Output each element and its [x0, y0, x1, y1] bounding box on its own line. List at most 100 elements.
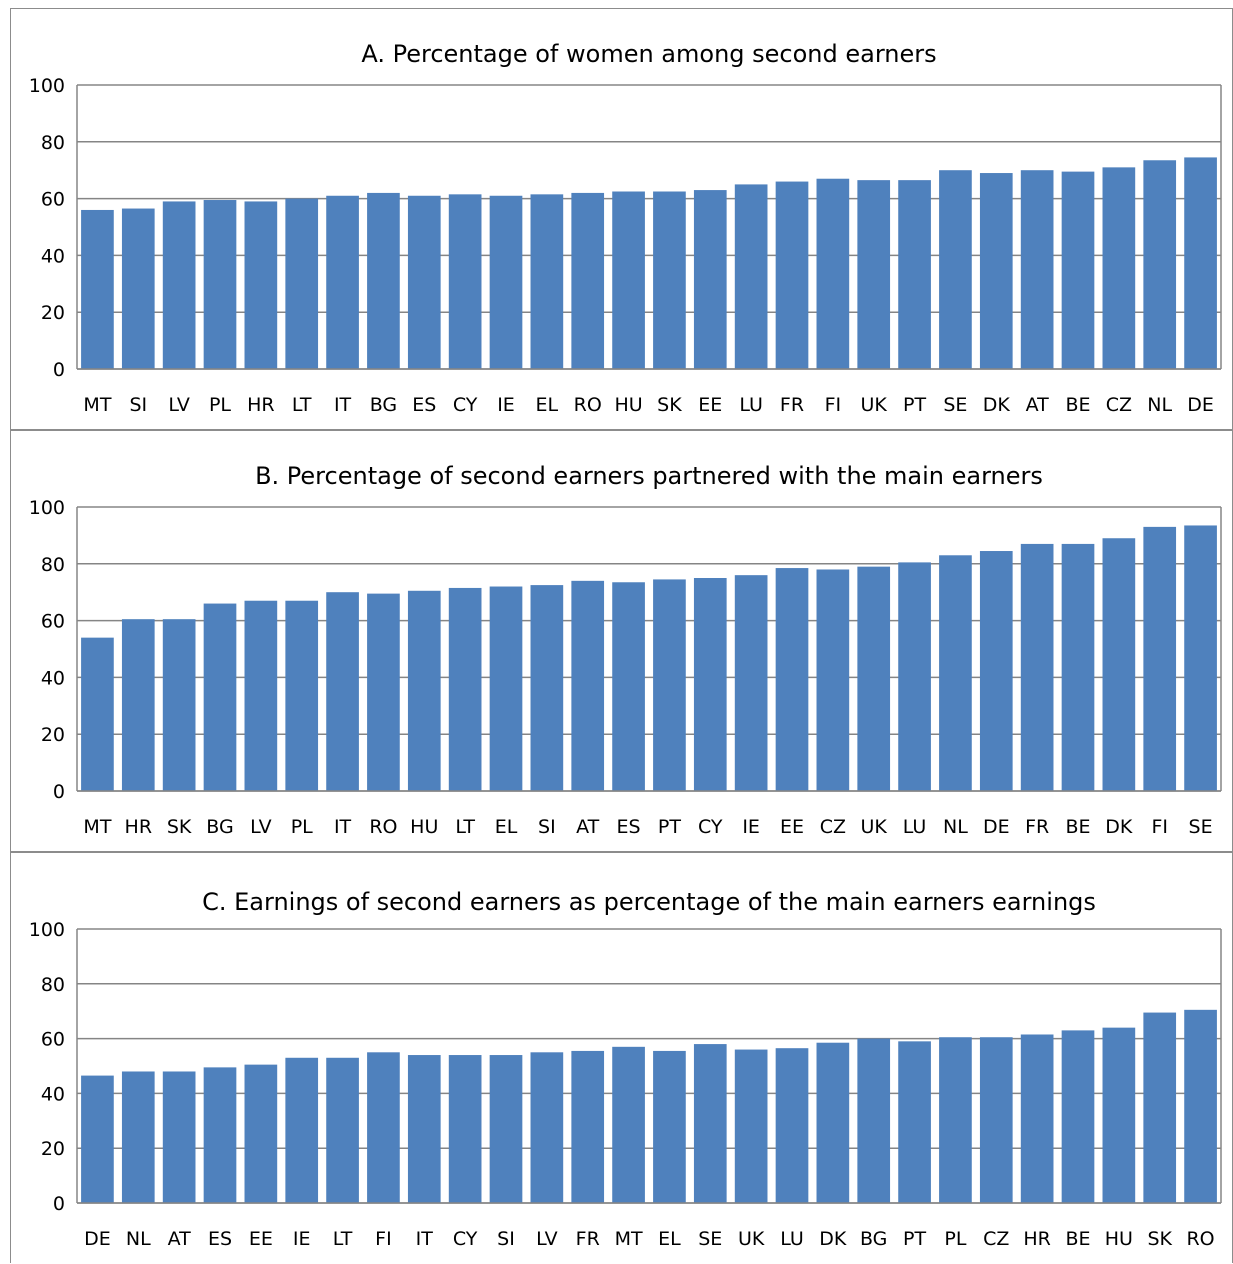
- x-tick-label: LU: [903, 816, 927, 838]
- x-tick-label: EE: [780, 816, 804, 838]
- bar-cy: [448, 194, 482, 369]
- bar-be: [1061, 543, 1095, 791]
- y-tick-label: 100: [29, 919, 65, 941]
- y-tick-label: 0: [53, 1193, 65, 1215]
- x-tick-label: SE: [943, 394, 967, 416]
- x-tick-label: SE: [698, 1228, 722, 1250]
- x-tick-label: MT: [615, 1228, 643, 1250]
- bar-se: [693, 1044, 727, 1203]
- x-tick-label: HU: [1105, 1228, 1133, 1250]
- x-tick-label: EL: [658, 1228, 681, 1250]
- x-tick-label: RO: [1186, 1228, 1214, 1250]
- x-tick-label: LV: [168, 394, 190, 416]
- chart-a: A. Percentage of women among second earn…: [29, 40, 1222, 416]
- bar-nl: [1143, 160, 1177, 369]
- y-tick-label: 20: [41, 1138, 65, 1160]
- x-tick-label: IE: [742, 816, 760, 838]
- x-tick-label: MT: [83, 394, 111, 416]
- bar-fi: [816, 178, 850, 369]
- bar-bg: [857, 1038, 891, 1203]
- bar-bg: [367, 192, 400, 369]
- bar-cy: [693, 578, 727, 791]
- x-tick-label: UK: [861, 816, 888, 838]
- bar-fr: [775, 181, 809, 369]
- bar-se: [1184, 525, 1217, 791]
- bar-hr: [121, 619, 155, 791]
- x-tick-label: LV: [536, 1228, 558, 1250]
- x-tick-label: CZ: [1106, 394, 1132, 416]
- x-tick-label: PT: [903, 394, 926, 416]
- bar-pl: [203, 200, 237, 369]
- bar-uk: [734, 1049, 768, 1203]
- y-tick-label: 80: [41, 132, 65, 154]
- bar-cy: [448, 1055, 482, 1203]
- x-tick-label: HR: [1023, 1228, 1051, 1250]
- bar-mt: [612, 1046, 645, 1203]
- x-tick-label: LT: [455, 816, 475, 838]
- bar-fi: [367, 1052, 400, 1203]
- bar-cz: [1102, 167, 1136, 369]
- x-tick-label: SI: [538, 816, 556, 838]
- bar-hu: [612, 191, 645, 369]
- bar-lu: [898, 562, 931, 791]
- bar-si: [530, 585, 564, 791]
- bar-pt: [898, 180, 931, 369]
- x-tick-label: UK: [861, 394, 888, 416]
- x-tick-label: UK: [738, 1228, 765, 1250]
- bar-lt: [285, 198, 319, 369]
- chart-panel-b: B. Percentage of second earners partnere…: [10, 430, 1233, 852]
- chart-b-title: B. Percentage of second earners partnere…: [255, 462, 1043, 490]
- x-tick-label: ES: [208, 1228, 232, 1250]
- bar-nl: [939, 555, 972, 791]
- bar-es: [203, 1067, 237, 1203]
- bar-uk: [857, 180, 891, 369]
- bar-sk: [653, 191, 686, 369]
- bar-dk: [816, 1042, 850, 1203]
- y-tick-label: 100: [29, 75, 65, 97]
- x-tick-label: DK: [983, 394, 1011, 416]
- bar-fi: [1143, 526, 1177, 791]
- x-tick-label: HU: [410, 816, 438, 838]
- x-tick-label: IT: [416, 1228, 434, 1250]
- bar-pt: [653, 579, 686, 791]
- bar-ro: [571, 192, 605, 369]
- chart-c: C. Earnings of second earners as percent…: [29, 888, 1222, 1250]
- bar-cz: [979, 1037, 1013, 1203]
- x-tick-label: LT: [292, 394, 312, 416]
- x-tick-label: SI: [129, 394, 147, 416]
- bar-uk: [857, 566, 891, 791]
- x-tick-label: AT: [1026, 394, 1050, 416]
- y-tick-label: 20: [41, 724, 65, 746]
- y-tick-label: 80: [41, 974, 65, 996]
- x-tick-label: FR: [780, 394, 804, 416]
- x-tick-label: HU: [614, 394, 642, 416]
- x-tick-label: CY: [453, 1228, 478, 1250]
- bar-lu: [775, 1048, 809, 1203]
- x-tick-label: EE: [249, 1228, 273, 1250]
- x-tick-label: EE: [698, 394, 722, 416]
- y-tick-label: 60: [41, 189, 65, 211]
- chart-panel-c: C. Earnings of second earners as percent…: [10, 852, 1233, 1263]
- bar-fr: [1020, 543, 1054, 791]
- y-tick-label: 20: [41, 302, 65, 324]
- x-tick-label: LU: [739, 394, 763, 416]
- x-tick-label: RO: [574, 394, 602, 416]
- x-tick-label: FI: [825, 394, 842, 416]
- x-tick-label: BE: [1065, 816, 1090, 838]
- bar-pl: [285, 600, 319, 791]
- bar-ro: [1184, 1009, 1217, 1203]
- chart-c-title: C. Earnings of second earners as percent…: [202, 888, 1096, 916]
- bar-ie: [285, 1057, 319, 1203]
- bar-mt: [81, 637, 114, 791]
- bar-si: [121, 208, 155, 369]
- bar-dk: [979, 173, 1013, 369]
- bar-ee: [244, 1064, 278, 1203]
- bar-el: [653, 1050, 686, 1203]
- bar-it: [326, 195, 359, 369]
- x-tick-label: PT: [658, 816, 681, 838]
- bar-hu: [1102, 1027, 1136, 1203]
- bar-si: [489, 1055, 523, 1203]
- bar-mt: [81, 209, 114, 369]
- x-tick-label: LV: [250, 816, 272, 838]
- x-tick-label: SE: [1189, 816, 1213, 838]
